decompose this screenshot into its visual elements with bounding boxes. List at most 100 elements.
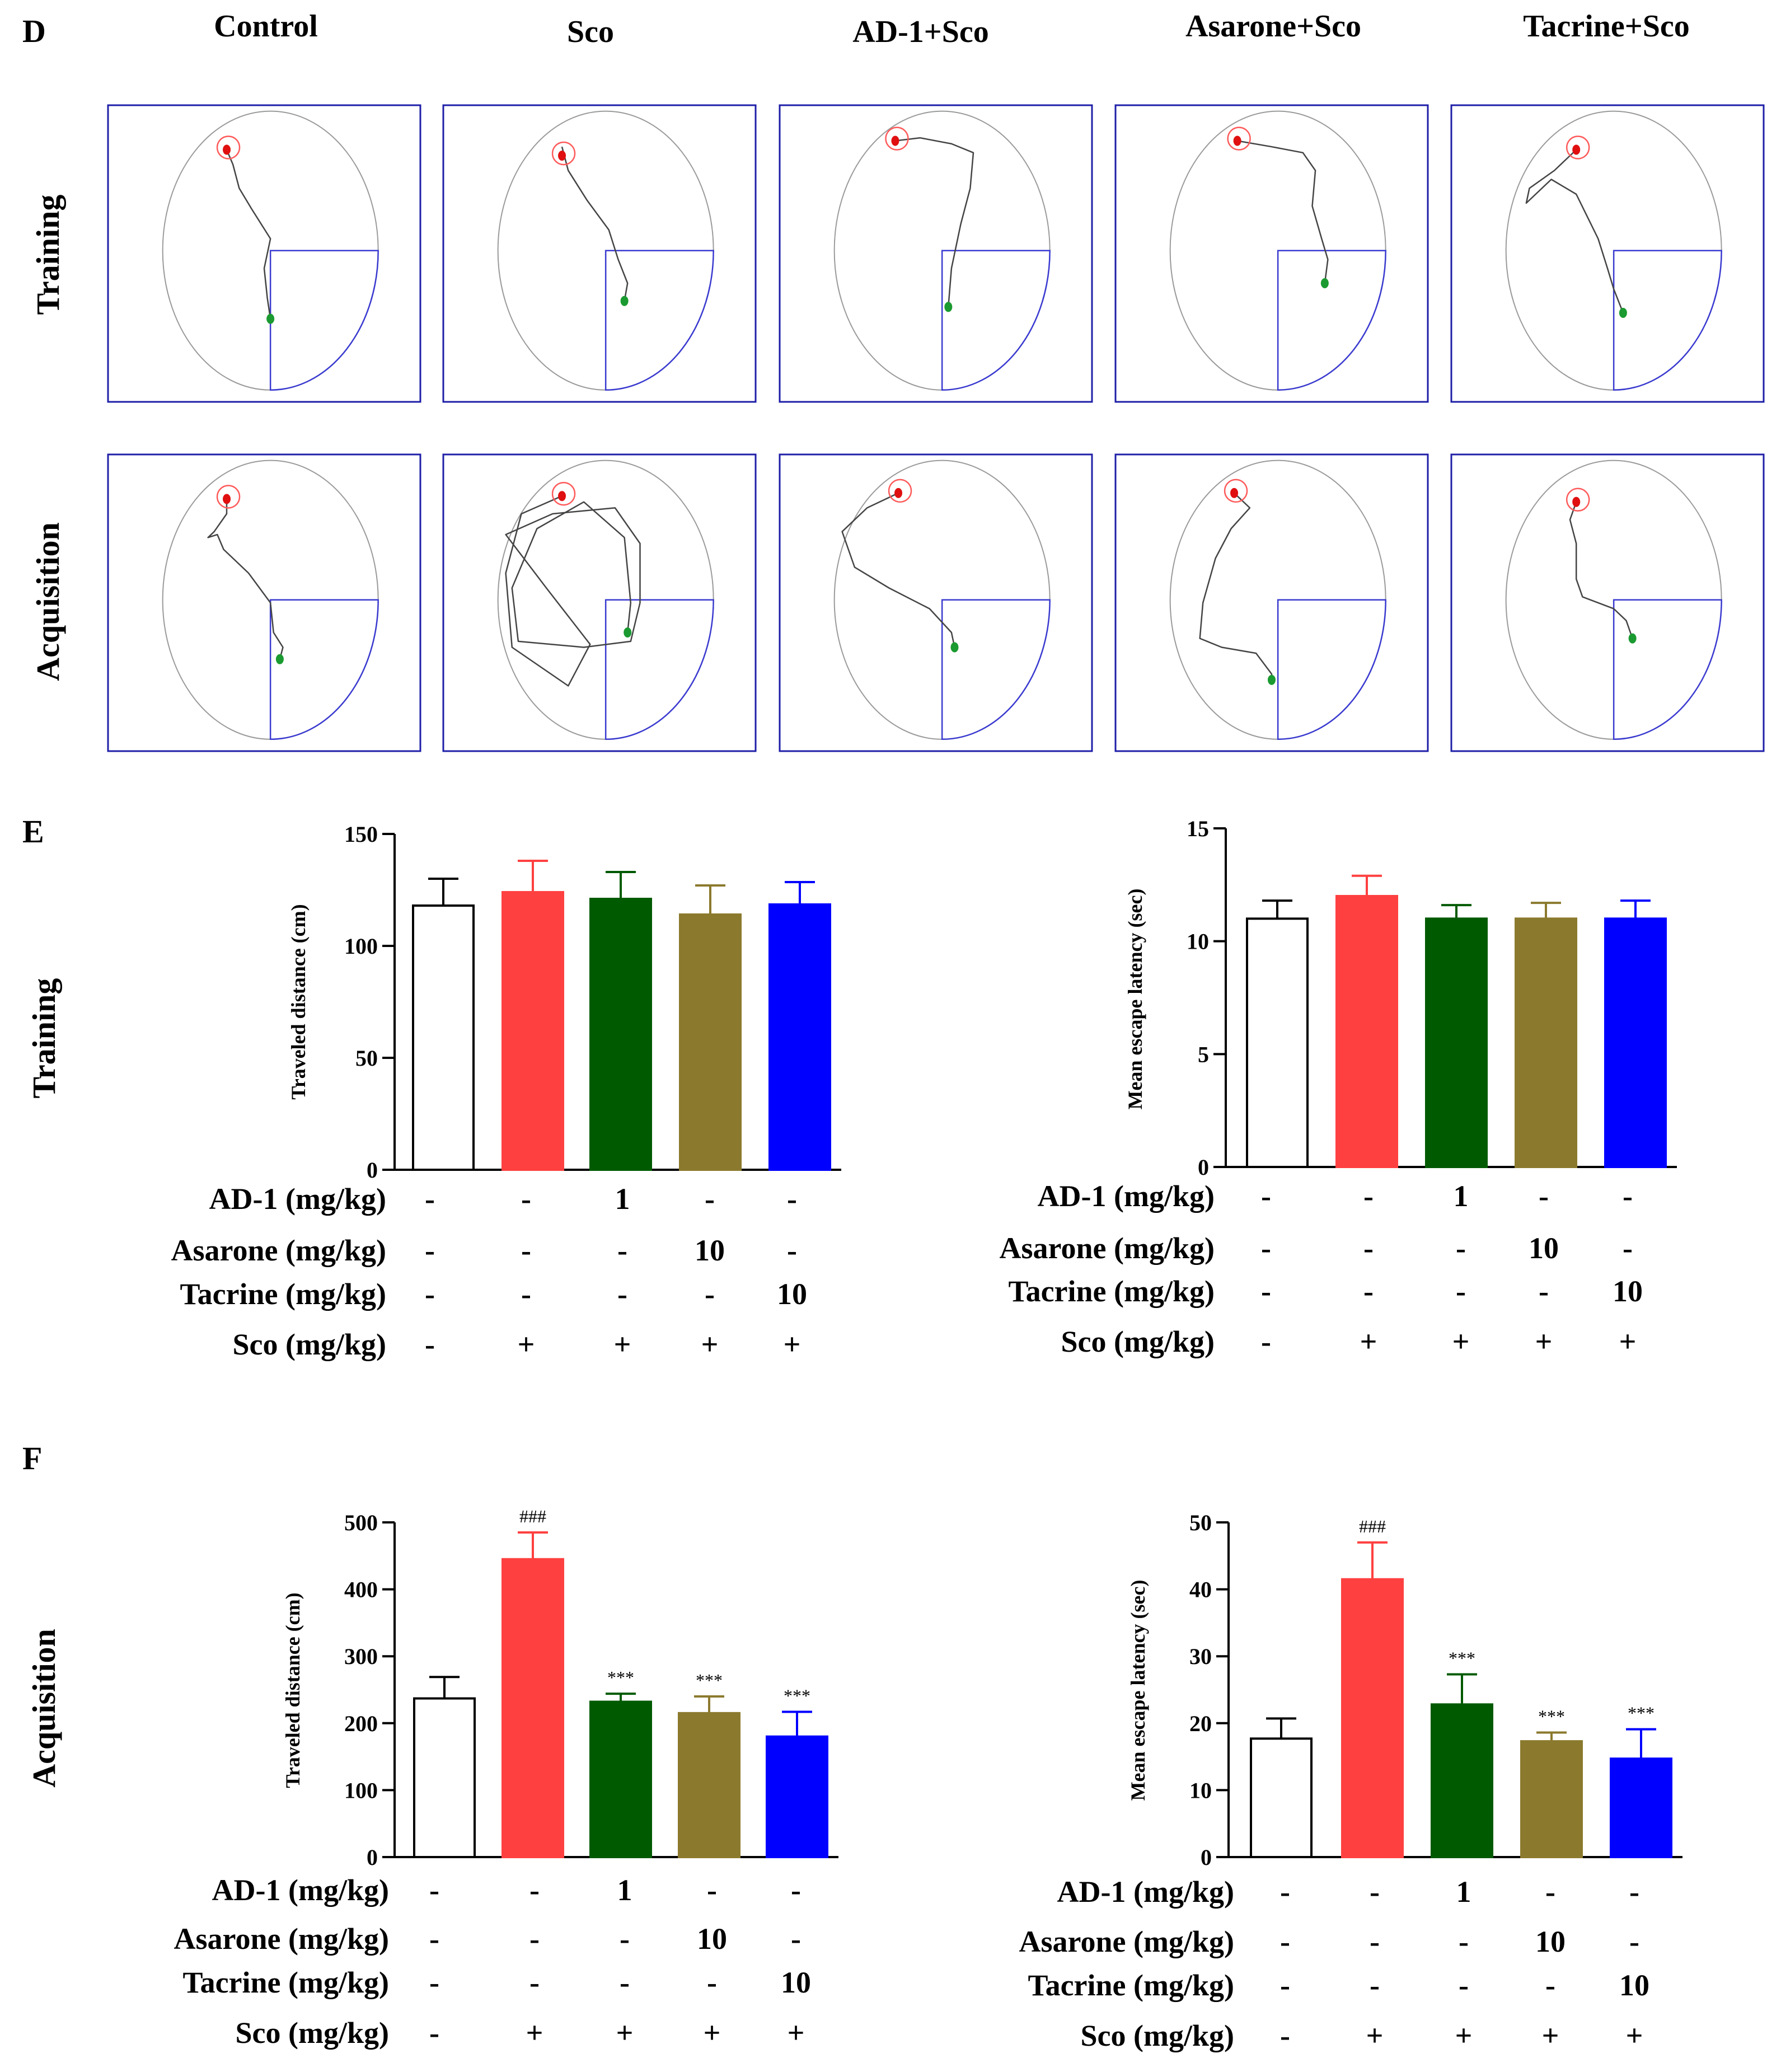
- target-quadrant: [1277, 250, 1386, 391]
- treatment-cell: -: [529, 1873, 540, 1907]
- end-marker: [1320, 278, 1329, 288]
- bar: [1610, 1757, 1672, 1858]
- group-header: Asarone+Sco: [1185, 9, 1361, 44]
- swim-track: [1569, 501, 1633, 639]
- y-tick-label: 15: [1187, 816, 1209, 841]
- arena-frame: [1450, 453, 1765, 752]
- treatment-cell: -: [429, 1873, 439, 1907]
- treatment-row-label: Tacrine (mg/kg): [183, 1966, 389, 1999]
- y-tick-label: 0: [367, 1157, 378, 1183]
- significance-label: ***: [784, 1685, 810, 1705]
- treatment-cell: -: [1363, 1231, 1374, 1265]
- treatment-cell: 10: [1619, 1968, 1649, 2002]
- bar: [678, 1712, 740, 1859]
- target-quadrant: [941, 250, 1051, 391]
- swim-track: [561, 146, 629, 302]
- target-quadrant: [1277, 599, 1386, 740]
- target-quadrant: [604, 599, 714, 740]
- treatment-cell: -: [620, 1966, 630, 1999]
- treatment-cell: 1: [617, 1873, 632, 1907]
- maze-cell: [442, 453, 757, 752]
- start-marker: [1572, 496, 1581, 507]
- treatment-cell: 10: [1535, 1925, 1566, 1958]
- treatment-cell: -: [617, 1277, 627, 1311]
- treatment-cell: -: [1456, 1231, 1466, 1265]
- bar: [502, 891, 564, 1171]
- swim-track: [1525, 149, 1624, 313]
- treatment-cell: -: [791, 1922, 801, 1956]
- treatment-cell: -: [425, 1277, 435, 1311]
- treatment-cell: +: [1619, 1325, 1637, 1358]
- swim-track: [1199, 492, 1273, 680]
- y-tick-label: 300: [344, 1644, 378, 1669]
- significance-label: ***: [696, 1670, 723, 1690]
- bar-chart: 0 100 200 300 400 500 Traveled distance (cm) ##…: [174, 1506, 838, 2050]
- y-tick-label: 50: [355, 1046, 378, 1071]
- platform-ring: [1227, 126, 1251, 151]
- treatment-row-label: Asarone (mg/kg): [1019, 1925, 1235, 1958]
- y-tick-label: 20: [1189, 1711, 1212, 1736]
- y-tick-label: 0: [367, 1845, 378, 1870]
- treatment-cell: +: [1452, 1325, 1470, 1358]
- group-header: Sco: [567, 15, 614, 49]
- treatment-cell: -: [787, 1182, 797, 1216]
- treatment-cell: -: [1280, 2019, 1290, 2052]
- treatment-cell: -: [521, 1234, 531, 1267]
- arena-frame: [442, 453, 757, 752]
- arena-frame: [1450, 104, 1765, 403]
- end-marker: [950, 642, 959, 653]
- arena-frame: [107, 104, 421, 403]
- bar: [1515, 917, 1577, 1169]
- significance-label: ###: [519, 1506, 546, 1526]
- y-tick-label: 0: [1198, 1155, 1209, 1180]
- treatment-cell: +: [1626, 2019, 1643, 2052]
- treatment-row-label: Asarone (mg/kg): [1000, 1231, 1215, 1265]
- bar-chart: 0 10 20 30 40 50 Mean escape latency (sec) ### *…: [1019, 1510, 1682, 2052]
- treatment-cell: +: [614, 1328, 631, 1361]
- y-tick-label: 100: [344, 1778, 378, 1803]
- treatment-cell: -: [1363, 1274, 1374, 1308]
- end-marker: [620, 296, 629, 306]
- treatment-cell: -: [429, 1966, 439, 1999]
- platform-ring: [551, 141, 576, 166]
- bar: [1604, 917, 1667, 1169]
- treatment-cell: -: [1629, 1875, 1639, 1909]
- treatment-cell: -: [791, 1873, 801, 1907]
- treatment-cell: -: [1261, 1325, 1271, 1358]
- treatment-cell: -: [705, 1182, 715, 1216]
- panel-letter-f: F: [22, 1440, 42, 1476]
- bar: [766, 1735, 828, 1858]
- treatment-cell: -: [1545, 1875, 1555, 1909]
- swim-track: [207, 499, 284, 660]
- start-marker: [891, 135, 899, 146]
- treatment-cell: 10: [1613, 1274, 1643, 1308]
- treatment-cell: -: [429, 2016, 439, 2050]
- significance-label: ###: [1359, 1516, 1386, 1536]
- treatment-cell: -: [617, 1234, 627, 1267]
- y-tick-label: 40: [1189, 1577, 1212, 1602]
- start-marker: [223, 144, 231, 155]
- end-marker: [1628, 633, 1637, 644]
- end-marker: [944, 302, 953, 312]
- y-tick-label: 200: [344, 1711, 378, 1736]
- target-quadrant: [941, 599, 1051, 740]
- row-label-d: Training: [30, 195, 66, 315]
- start-marker: [894, 487, 903, 498]
- treatment-cell: -: [1370, 1925, 1380, 1958]
- treatment-row-label: Tacrine (mg/kg): [1028, 1968, 1234, 2002]
- bar: [589, 1700, 652, 1859]
- group-headers: Control Sco AD-1+Sco Asarone+Sco Tacrine+Sco: [214, 9, 1690, 49]
- treatment-row-label: AD-1 (mg/kg): [1038, 1179, 1215, 1213]
- arena-frame: [442, 104, 757, 403]
- treatment-cell: -: [1261, 1274, 1271, 1308]
- y-tick-label: 100: [344, 934, 378, 959]
- platform-ring: [551, 481, 576, 506]
- treatment-cell: -: [529, 1966, 540, 1999]
- maze-cell: [1114, 453, 1429, 752]
- treatment-cell: 10: [1529, 1231, 1559, 1265]
- y-axis-label: Traveled distance (cm): [287, 904, 310, 1099]
- treatment-cell: 10: [781, 1966, 811, 1999]
- start-marker: [1230, 487, 1239, 498]
- treatment-cell: -: [1280, 1968, 1290, 2002]
- y-tick-label: 0: [1201, 1845, 1212, 1870]
